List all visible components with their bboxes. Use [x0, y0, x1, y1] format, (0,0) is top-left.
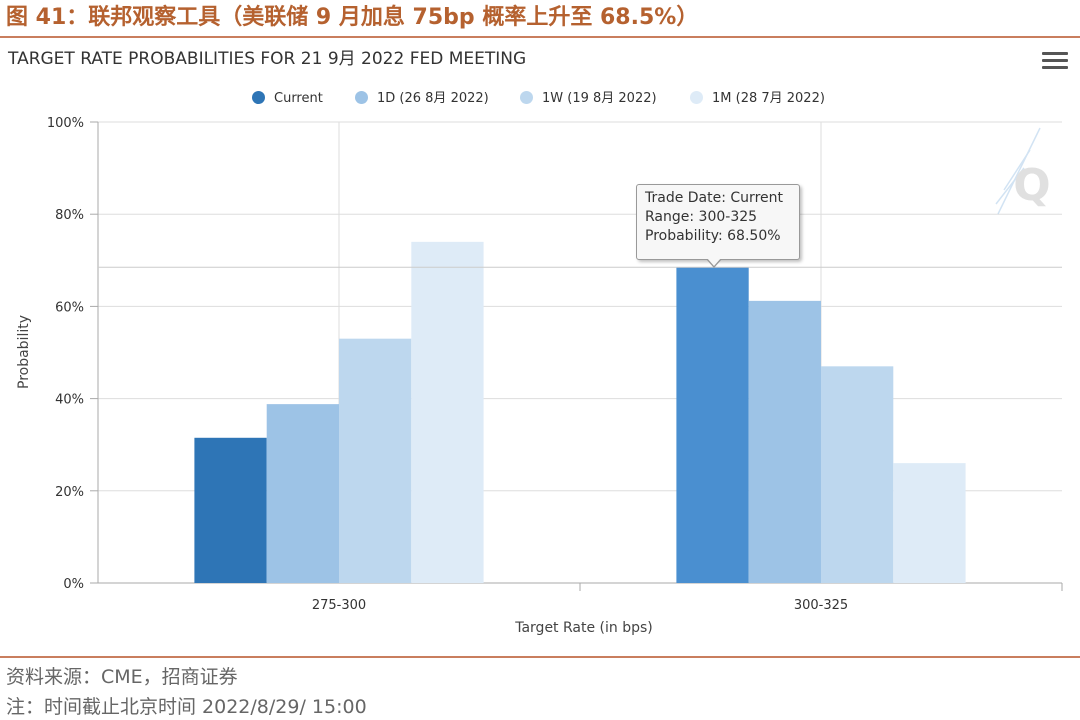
y-tick-label: 100% [47, 116, 84, 131]
bar-current-300-325 [676, 267, 749, 583]
title-rule [0, 36, 1080, 38]
bar-1w-300-325 [821, 366, 894, 583]
y-tick-label: 0% [63, 577, 84, 592]
legend-label: 1M (28 7月 2022) [712, 91, 825, 106]
tooltip-trade-date: Trade Date: Current [645, 190, 783, 206]
logo-stroke [995, 167, 1025, 205]
y-tick-label: 80% [55, 208, 84, 223]
quikstrike-q-logo: Q [995, 127, 1051, 215]
legend-label: 1D (26 8月 2022) [377, 91, 489, 106]
y-tick-label: 60% [55, 300, 84, 315]
bar-current-275-300 [194, 437, 267, 583]
tooltip-probability: Probability: 68.50% [645, 228, 781, 244]
legend-item-1m[interactable]: 1M (28 7月 2022) [690, 88, 825, 110]
logo-stroke [1003, 149, 1031, 191]
legend-item-1d[interactable]: 1D (26 8月 2022) [355, 88, 489, 110]
legend-dot-icon [690, 91, 703, 104]
bar-tooltip: Trade Date: Current Range: 300-325 Proba… [636, 184, 800, 260]
hamburger-menu-icon[interactable] [1042, 52, 1068, 74]
legend-label: Current [274, 91, 323, 106]
y-tick-label: 20% [55, 485, 84, 500]
bar-1w-275-300 [339, 338, 412, 583]
tooltip-arrow-inner [707, 258, 721, 266]
y-tick-label: 40% [55, 393, 84, 408]
note-text: 注：时间截止北京时间 2022/8/29/ 15:00 [6, 696, 367, 718]
x-tick-label: 300-325 [794, 598, 848, 613]
legend-item-1w[interactable]: 1W (19 8月 2022) [520, 88, 657, 110]
bar-1m-300-325 [893, 463, 966, 583]
x-tick-label: 275-300 [312, 598, 366, 613]
legend-label: 1W (19 8月 2022) [542, 91, 657, 106]
logo-letter: Q [1013, 160, 1050, 211]
legend-dot-icon [252, 91, 265, 104]
tooltip-range: Range: 300-325 [645, 209, 758, 225]
legend-dot-icon [520, 91, 533, 104]
bar-1d-300-325 [748, 300, 821, 583]
source-text: 资料来源：CME，招商证券 [6, 666, 238, 688]
bar-1d-275-300 [266, 404, 339, 583]
bar-1m-275-300 [411, 241, 484, 584]
figure-title: 图 41：联邦观察工具（美联储 9 月加息 75bp 概率上升至 68.5%） [6, 5, 699, 30]
legend-dot-icon [355, 91, 368, 104]
chart-legend: Current 1D (26 8月 2022) 1W (19 8月 2022) … [0, 88, 1080, 110]
legend-item-current[interactable]: Current [252, 88, 323, 110]
bar-chart: 0% 20% 40% 60% 80% 100% 275-300 300-325 Target R… [16, 116, 1063, 636]
logo-stroke [997, 127, 1041, 215]
y-axis-title: Probability [16, 315, 32, 389]
chart-title: TARGET RATE PROBABILITIES FOR 21 9月 2022… [8, 49, 527, 69]
footer-rule [0, 656, 1080, 658]
x-axis-title: Target Rate (in bps) [514, 620, 653, 636]
